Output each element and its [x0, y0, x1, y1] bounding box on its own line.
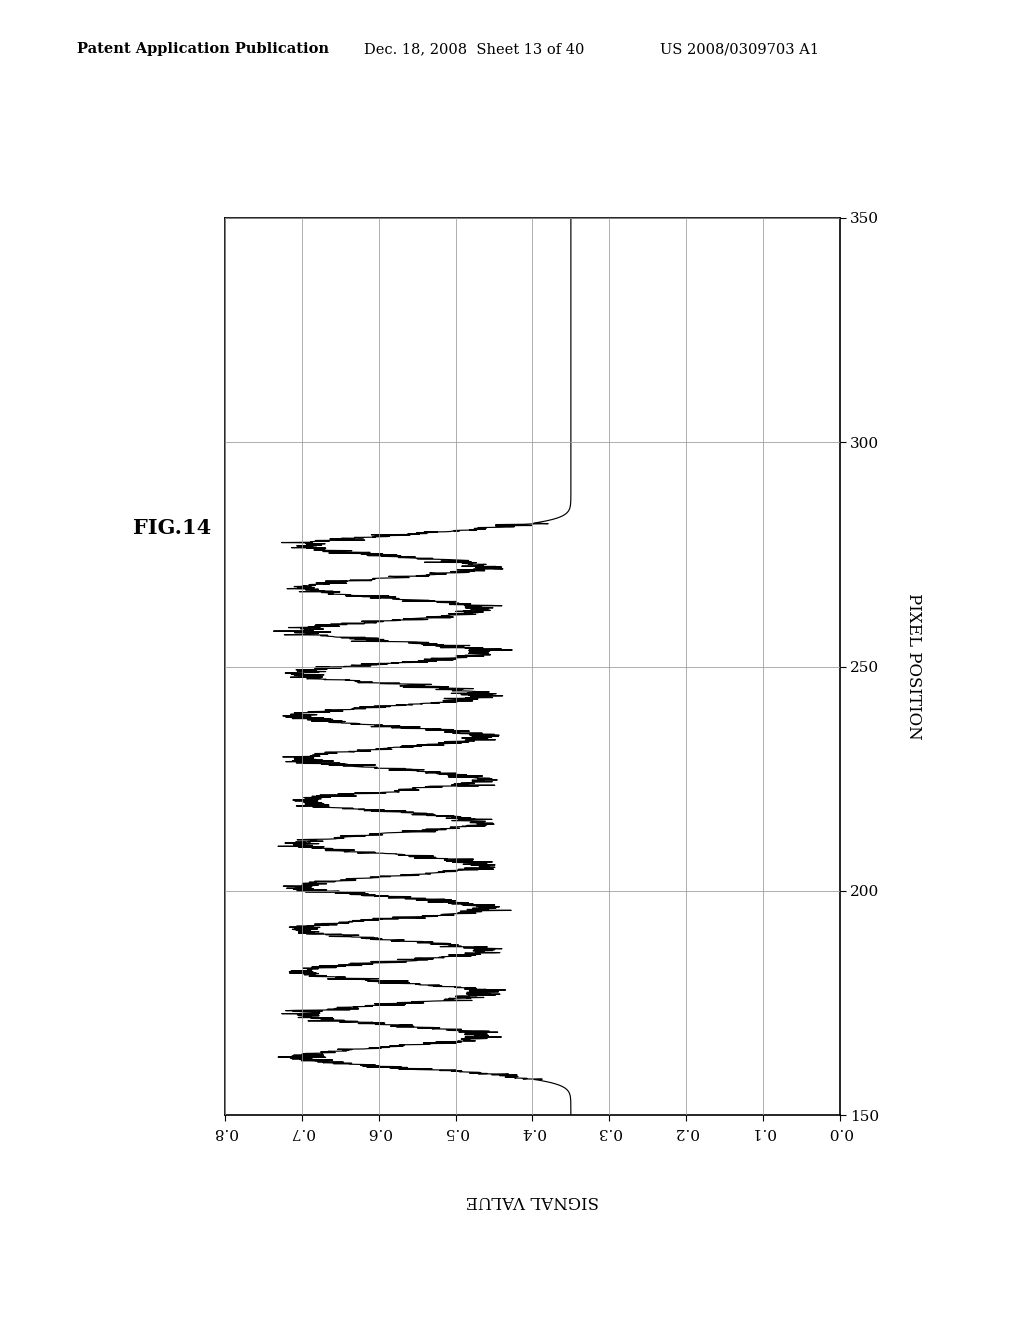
Text: SIGNAL VALUE: SIGNAL VALUE	[466, 1192, 599, 1209]
Text: US 2008/0309703 A1: US 2008/0309703 A1	[660, 42, 819, 57]
Text: PIXEL POSITION: PIXEL POSITION	[905, 593, 922, 741]
Text: Patent Application Publication: Patent Application Publication	[77, 42, 329, 57]
Text: FIG.14: FIG.14	[133, 517, 211, 539]
Text: Dec. 18, 2008  Sheet 13 of 40: Dec. 18, 2008 Sheet 13 of 40	[364, 42, 584, 57]
